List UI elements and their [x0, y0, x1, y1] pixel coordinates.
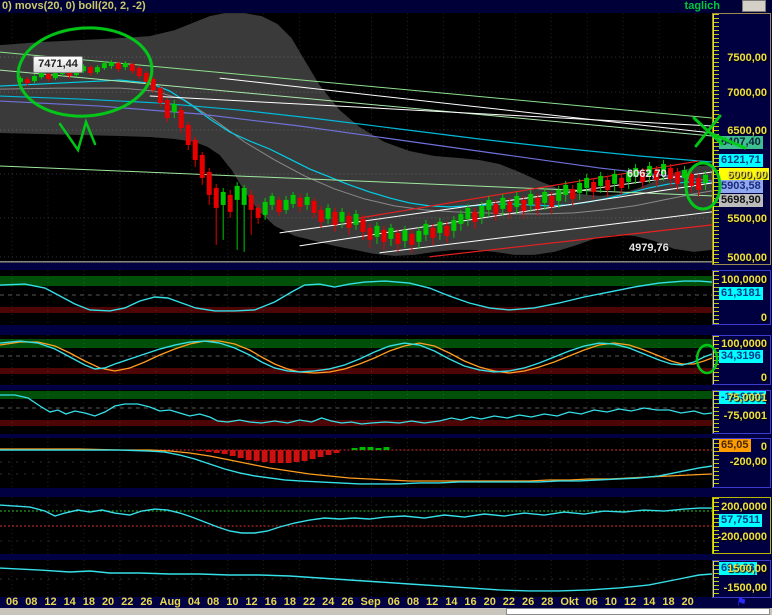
- candlestick-canvas[interactable]: [0, 13, 712, 263]
- x-axis-label: 12: [245, 596, 258, 608]
- x-axis-label: 18: [283, 596, 297, 608]
- x-axis-label: 16: [264, 596, 277, 608]
- price-tick-7500: 7500,00: [727, 52, 767, 64]
- indicator-panel-rsi[interactable]: [0, 270, 712, 325]
- stoch-tick-0: 0: [760, 372, 767, 384]
- indicator-panel-momentum2[interactable]: [0, 560, 712, 597]
- x-axis-label: 22: [121, 596, 134, 608]
- status-bar: [0, 608, 772, 615]
- x-axis-label: 20: [483, 596, 496, 608]
- gray-level-marker: 5698,90: [719, 194, 763, 207]
- status-field[interactable]: [506, 608, 770, 615]
- osc-tick-minus200: -200,0000: [717, 531, 767, 543]
- x-axis-label: 06: [6, 596, 19, 608]
- swing-low-label: 4979,76: [629, 242, 669, 254]
- price-tick-6000: 6000,00: [727, 169, 767, 181]
- osc-tick-200: 200,0000: [721, 501, 767, 513]
- yellow-level-marker: [719, 168, 769, 180]
- timeframe-label: taglich: [684, 0, 720, 12]
- indicator-panel-oscillator[interactable]: [0, 497, 712, 554]
- x-axis-label: 08: [406, 596, 420, 608]
- x-axis-label: 20: [681, 596, 694, 608]
- stochastic-canvas[interactable]: [0, 335, 712, 385]
- momentum-value-marker: -19,9295: [719, 391, 767, 404]
- x-axis-label: 06: [387, 596, 400, 608]
- flag-icon[interactable]: ⚑: [735, 594, 748, 610]
- x-axis-label: 10: [226, 596, 239, 608]
- momentum2-axis[interactable]: 1500,00 694,33 -1500,00: [712, 560, 771, 598]
- indicator-panel-macd[interactable]: [0, 438, 712, 488]
- oscillator-axis[interactable]: 200,0000 57,7511 -200,0000: [712, 497, 771, 554]
- x-axis-label: 06: [585, 596, 598, 608]
- x-axis-label: 26: [341, 596, 354, 608]
- price-tick-5000: 5000,00: [727, 252, 767, 264]
- x-axis-label: 12: [426, 596, 439, 608]
- x-axis-label: 14: [63, 596, 76, 608]
- momentum-axis[interactable]: 75,0001 -19,9295 -75,0001: [712, 390, 771, 434]
- price-tick-5500: 5500,00: [727, 213, 767, 225]
- indicator-settings-label: 0) movs(20, 0) boll(20, 2, -2): [2, 0, 146, 12]
- window-control-box[interactable]: [742, 0, 766, 12]
- rsi-tick-0: 0: [760, 312, 767, 324]
- main-price-chart[interactable]: 6062,70 4979,76: [0, 13, 712, 263]
- x-axis-label: 20: [101, 596, 115, 608]
- x-axis-label: 14: [643, 596, 656, 608]
- x-axis-label: 28: [541, 596, 554, 608]
- mom2-tick-1500: 1500,00: [727, 563, 767, 575]
- momentum-canvas[interactable]: [0, 390, 712, 434]
- x-axis-label: 26: [521, 596, 535, 608]
- price-tick-7000: 7000,00: [727, 87, 767, 99]
- x-axis-label: 08: [207, 596, 220, 608]
- x-axis-label: 04: [187, 596, 201, 608]
- x-axis-label: 12: [44, 596, 57, 608]
- x-axis-label: 16: [464, 596, 477, 608]
- green-level-marker: 6407,40: [719, 136, 763, 149]
- x-axis-label: Aug: [159, 596, 181, 608]
- x-axis-label: 18: [82, 596, 95, 608]
- x-axis-label: 18: [662, 596, 675, 608]
- indicator-panel-stochastic[interactable]: [0, 335, 712, 385]
- macd-value-marker: 65,05: [719, 439, 751, 452]
- rsi-value-marker: 61,3181: [719, 287, 763, 300]
- swing-high-label: 6062,70: [627, 168, 667, 180]
- price-tooltip: 7471,44: [33, 56, 83, 73]
- x-axis-label: 24: [322, 596, 335, 608]
- indicator-panel-momentum[interactable]: [0, 390, 712, 434]
- cyan-price-marker: 6121,71: [719, 154, 763, 167]
- x-axis-label: Sep: [360, 596, 381, 608]
- chart-title-bar: 0) movs(20, 0) boll(20, 2, -2) taglich: [0, 0, 772, 13]
- stoch-value-marker: 34,3196: [719, 350, 763, 363]
- rsi-tick-100: 100,0000: [721, 274, 767, 286]
- oscillator-canvas[interactable]: [0, 497, 712, 554]
- mom2-tick-minus1500: -1500,00: [723, 582, 767, 594]
- blue-level-marker: 5903,58: [719, 180, 763, 193]
- macd-tick-0: 0: [760, 441, 767, 453]
- date-axis[interactable]: 06 08 12 14 18 20 22 26 Aug 04 08 10 12 16 18 22 24 26 Sep…: [0, 596, 700, 608]
- momentum2-canvas[interactable]: [0, 560, 712, 597]
- macd-axis[interactable]: 0 65,05 -200,00: [712, 438, 771, 488]
- x-axis-label: 26: [140, 596, 153, 608]
- mom2-value-marker: 694,33: [719, 562, 757, 575]
- stochastic-axis[interactable]: 100,0000 34,3196 0: [712, 335, 771, 385]
- x-axis-label: 22: [502, 596, 516, 608]
- price-axis[interactable]: 7500,00 7000,00 6500,00 6000,00 5500,00 …: [712, 13, 771, 265]
- rsi-canvas[interactable]: [0, 270, 712, 325]
- macd-tick-minus200: -200,00: [729, 456, 767, 468]
- x-axis-label: 14: [445, 596, 458, 608]
- osc-value-marker: 57,7511: [719, 514, 763, 527]
- x-axis-label: Okt: [560, 596, 579, 608]
- macd-canvas[interactable]: [0, 438, 712, 488]
- x-axis-label: 12: [623, 596, 637, 608]
- momentum-tick-bottom: -75,0001: [723, 410, 767, 422]
- momentum-tick-top: 75,0001: [727, 392, 767, 404]
- x-axis-label: 10: [604, 596, 618, 608]
- x-axis-label: 22: [302, 596, 316, 608]
- x-axis-label: 08: [25, 596, 38, 608]
- rsi-axis[interactable]: 100,0000 61,3181 0: [712, 270, 771, 325]
- stoch-tick-100: 100,0000: [721, 338, 767, 350]
- price-tick-6500: 6500,00: [727, 125, 767, 137]
